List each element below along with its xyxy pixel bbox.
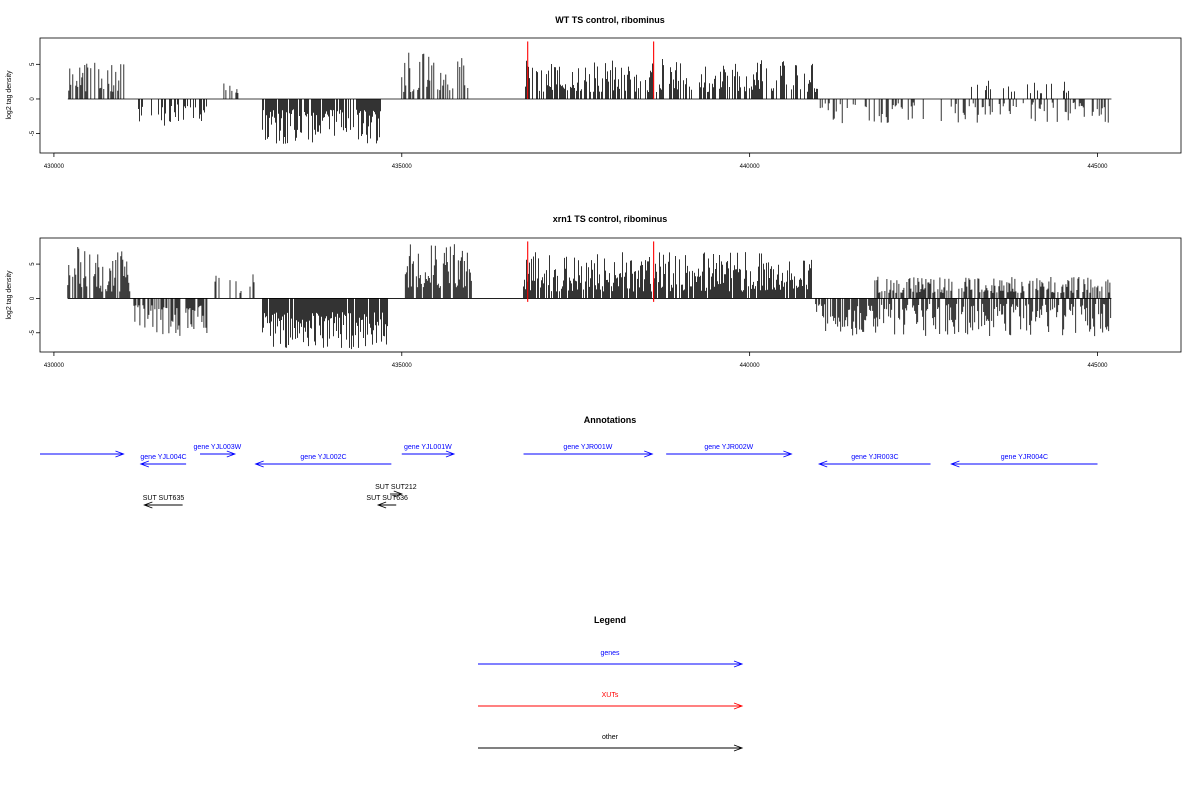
x-tick-label: 430000	[44, 164, 65, 170]
gene-arrowhead	[644, 450, 654, 458]
x-tick-label: 445000	[1087, 164, 1108, 170]
other-arrowhead	[376, 501, 387, 509]
legend-label: other	[602, 734, 619, 741]
legend-items: genes XUTs other	[478, 650, 744, 752]
xrn1-bars	[67, 244, 1112, 350]
legend-arrowhead	[733, 660, 744, 668]
xrn1-axes: -5 0 5 430000 435000 440000 445000	[30, 241, 1112, 369]
y-tick-label: 5	[30, 62, 36, 66]
annotation-arrows: gene YJL004C gene YJL003W gene YJL002C gene…	[40, 444, 1098, 509]
wt-track-title: WT TS control, ribominus	[555, 15, 665, 25]
other-label: SUT SUT635	[143, 495, 185, 502]
y-tick-label: -5	[30, 329, 36, 335]
gene-arrowhead	[115, 450, 125, 458]
gene-label: gene YJL002C	[300, 454, 346, 461]
legend-label: XUTs	[602, 692, 619, 699]
gene-arrowhead	[950, 460, 960, 468]
x-tick-label: 435000	[392, 363, 413, 369]
wt-track-panel: WT TS control, ribominus log2 tag densit…	[6, 15, 1182, 170]
xrn1-track-panel: xrn1 TS control, ribominus log2 tag dens…	[6, 214, 1182, 369]
x-tick-label: 440000	[740, 363, 761, 369]
legend-panel: Legend genes XUTs other	[478, 615, 744, 752]
gene-arrowhead	[139, 460, 150, 468]
other-label: SUT SUT212	[375, 484, 417, 491]
gene-label: gene YJL001W	[404, 444, 452, 451]
legend-arrowhead	[733, 744, 744, 752]
xrn1-y-axis-label: log2 tag density	[6, 270, 13, 320]
other-arrowhead	[143, 501, 153, 509]
xrn1-track-title: xrn1 TS control, ribominus	[553, 214, 668, 224]
gene-label: gene YJL004C	[140, 454, 186, 461]
legend-title: Legend	[594, 615, 626, 625]
gene-arrowhead	[817, 460, 828, 468]
y-tick-label: 0	[30, 296, 36, 300]
other-label: SUT SUT636	[366, 495, 408, 502]
gene-arrowhead	[226, 450, 237, 458]
gene-arrowhead	[254, 460, 264, 468]
annotations-title: Annotations	[584, 415, 637, 425]
gene-label: gene YJR001W	[563, 444, 612, 451]
wt-axes: -5 0 5 430000 435000 440000 445000	[30, 41, 1112, 170]
gene-label: gene YJR002W	[704, 444, 753, 451]
other-arrowhead	[393, 490, 404, 498]
wt-y-axis-label: log2 tag density	[6, 70, 13, 120]
y-tick-label: 0	[30, 97, 36, 101]
legend-label: genes	[600, 650, 620, 657]
y-tick-label: -5	[30, 130, 36, 136]
x-tick-label: 430000	[44, 363, 65, 369]
gene-arrowhead	[445, 450, 456, 458]
x-tick-label: 440000	[740, 164, 761, 170]
x-tick-label: 445000	[1087, 363, 1108, 369]
wt-bars	[68, 52, 1109, 144]
x-tick-label: 435000	[392, 164, 413, 170]
gene-label: gene YJR003C	[851, 454, 898, 461]
y-tick-label: 5	[30, 262, 36, 266]
gene-arrowhead	[783, 450, 793, 458]
gene-label: gene YJL003W	[194, 444, 242, 451]
gene-label: gene YJR004C	[1001, 454, 1048, 461]
legend-arrowhead	[733, 702, 744, 710]
